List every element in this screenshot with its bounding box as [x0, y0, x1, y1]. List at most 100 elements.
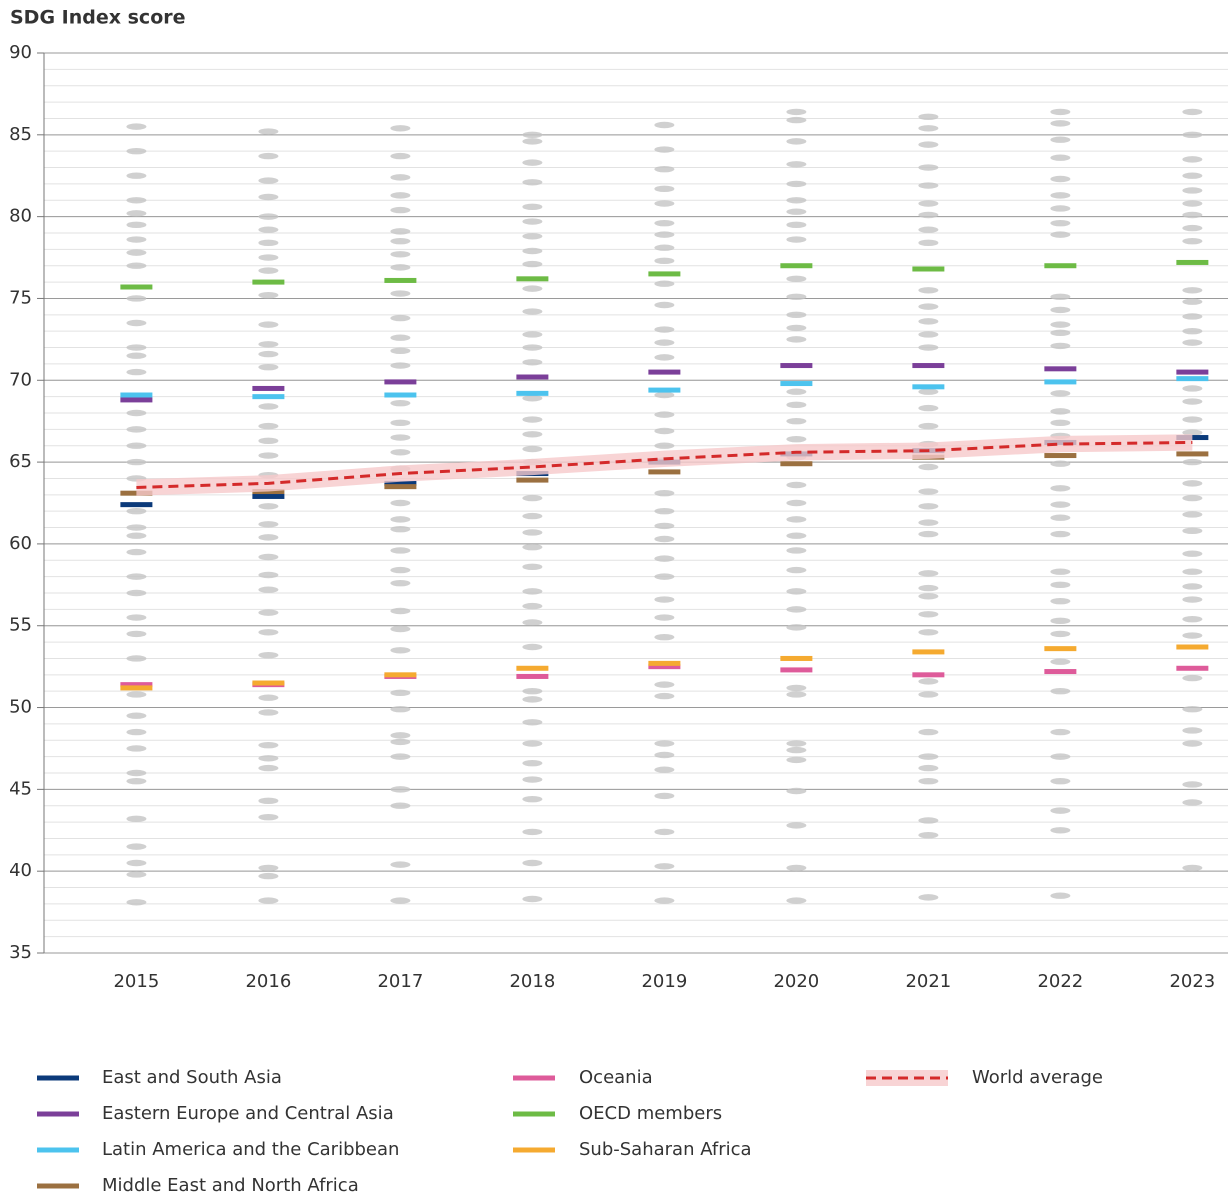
- country-dot: [258, 897, 279, 904]
- legend-label: Middle East and North Africa: [102, 1175, 359, 1196]
- country-dot: [1182, 237, 1203, 245]
- region-marker: [780, 667, 813, 673]
- country-dot: [918, 753, 939, 760]
- country-dot: [1182, 480, 1203, 487]
- country-dot: [654, 751, 675, 759]
- region-marker: [912, 363, 945, 369]
- region-marker: [912, 649, 945, 655]
- country-dot: [654, 411, 675, 418]
- country-dot: [126, 368, 147, 376]
- country-dot: [1182, 615, 1203, 623]
- country-dot: [654, 573, 675, 580]
- country-dot: [258, 452, 279, 459]
- country-dot: [258, 813, 279, 821]
- country-dot: [918, 817, 939, 824]
- region-marker: [252, 680, 285, 686]
- country-dot: [390, 499, 411, 507]
- country-dot: [522, 512, 543, 520]
- country-dot: [522, 233, 543, 240]
- country-dot: [1050, 120, 1071, 127]
- legend-swatch: [37, 1075, 79, 1081]
- country-dot: [786, 547, 807, 554]
- country-dot: [1050, 827, 1071, 834]
- country-dot: [258, 422, 279, 430]
- country-dot: [126, 769, 147, 777]
- country-dot: [258, 872, 279, 880]
- country-dot: [1050, 390, 1071, 397]
- country-dot: [390, 314, 411, 322]
- country-dot: [258, 291, 279, 299]
- country-dot: [786, 236, 807, 243]
- country-dot: [522, 445, 543, 453]
- country-dot: [1182, 494, 1203, 502]
- country-dot: [1050, 530, 1071, 538]
- country-dot: [1182, 596, 1203, 603]
- legend-label: OECD members: [579, 1103, 722, 1124]
- country-dot: [522, 308, 543, 315]
- country-dot: [390, 647, 411, 654]
- legend-swatch: [37, 1111, 79, 1117]
- country-dot: [1182, 550, 1203, 557]
- country-dot: [654, 596, 675, 603]
- country-dot: [258, 709, 279, 716]
- country-dot: [654, 244, 675, 251]
- country-dot: [654, 231, 675, 238]
- country-dot: [1182, 200, 1203, 207]
- country-dot: [786, 516, 807, 523]
- country-dot: [1182, 313, 1203, 320]
- country-dot: [654, 301, 675, 309]
- legend-swatch: [513, 1111, 555, 1117]
- country-dot: [918, 764, 939, 772]
- country-dot: [390, 525, 411, 533]
- region-marker: [912, 384, 945, 390]
- country-dot: [654, 200, 675, 207]
- region-marker: [384, 672, 417, 678]
- country-dot: [390, 334, 411, 341]
- country-dot: [786, 756, 807, 764]
- region-marker: [780, 263, 813, 269]
- region-marker: [1176, 369, 1209, 375]
- country-dot: [1050, 597, 1071, 605]
- country-dot: [786, 180, 807, 188]
- country-dot: [258, 503, 279, 510]
- country-dot: [1182, 632, 1203, 639]
- country-dot: [258, 193, 279, 201]
- country-dot: [522, 416, 543, 423]
- country-dot: [522, 759, 543, 767]
- country-dot: [1182, 781, 1203, 788]
- country-dot: [786, 532, 807, 539]
- region-marker: [912, 266, 945, 272]
- legend-label: East and South Asia: [102, 1067, 282, 1088]
- country-dot: [390, 434, 411, 441]
- country-dot: [126, 442, 147, 449]
- country-dot: [258, 586, 279, 593]
- country-dot: [786, 161, 807, 168]
- country-dot: [786, 787, 807, 795]
- country-dot: [522, 687, 543, 695]
- country-dot: [786, 822, 807, 829]
- country-dot: [126, 573, 147, 580]
- country-dot: [1050, 231, 1071, 238]
- country-dot: [390, 399, 411, 407]
- country-dot: [1182, 458, 1203, 466]
- country-dot: [390, 566, 411, 574]
- country-dot: [390, 228, 411, 235]
- country-dot: [918, 777, 939, 785]
- country-dot: [126, 815, 147, 823]
- country-dot: [786, 197, 807, 204]
- country-dot: [1050, 175, 1071, 183]
- x-tick-label: 2016: [245, 971, 291, 992]
- country-dot: [1182, 429, 1203, 436]
- country-dot: [1050, 219, 1071, 227]
- country-dot: [1182, 287, 1203, 294]
- country-dot: [258, 350, 279, 358]
- region-marker: [384, 392, 417, 398]
- country-dot: [918, 503, 939, 510]
- country-dot: [522, 719, 543, 726]
- country-dot: [918, 570, 939, 577]
- country-dot: [918, 488, 939, 495]
- country-dot: [1050, 154, 1071, 161]
- y-tick-label: 55: [9, 615, 32, 636]
- country-dot: [126, 614, 147, 621]
- country-dot: [258, 213, 279, 220]
